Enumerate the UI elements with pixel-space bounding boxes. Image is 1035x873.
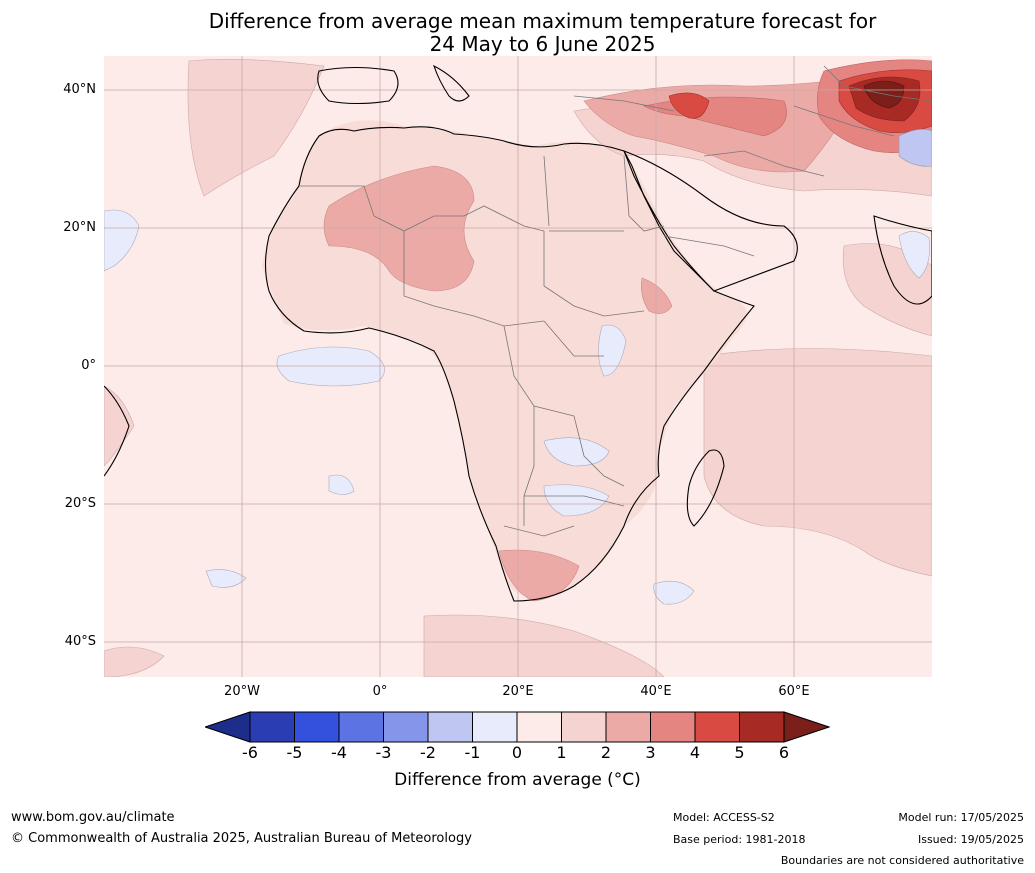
- india-coastline: [873, 215, 932, 305]
- colorbar-segment-minus3-minus2: [383, 711, 429, 743]
- chart-title-line-1: Difference from average mean maximum tem…: [208, 9, 877, 33]
- anomaly-1-2-north-atlantic: [187, 59, 325, 197]
- colorbar-tick: 5: [734, 743, 745, 762]
- colorbar: [205, 711, 830, 743]
- lon-label-60E: 60°E: [778, 684, 810, 699]
- anomaly-gt6-central-asia: [863, 80, 905, 109]
- lat-label-0: 0°: [81, 358, 96, 373]
- colorbar-tick: 6: [778, 743, 790, 762]
- anomaly-minus1-0-south-indian: [653, 580, 695, 605]
- colorbar-tick: -2: [420, 743, 436, 762]
- colorbar-segment-minus4-minus3: [338, 711, 384, 743]
- lon-label-40E: 40°E: [640, 684, 672, 699]
- lon-label-20E: 20°E: [502, 684, 534, 699]
- anomaly-minus1-0-south-atlantic: [328, 474, 355, 495]
- colorbar-segment-3-4: [650, 711, 696, 743]
- colorbar-segment-5-6: [739, 711, 785, 743]
- iberia-coastline: [317, 66, 399, 105]
- colorbar-segment-4-5: [694, 711, 740, 743]
- colorbar-tick: -5: [286, 743, 303, 762]
- footer-model-run: Model run: 17/05/2025: [898, 811, 1024, 824]
- coastlines: [104, 64, 932, 602]
- colorbar-tick: 3: [645, 743, 656, 762]
- colorbar-tick: -4: [331, 743, 347, 762]
- west-atlantic-coast: [104, 385, 130, 477]
- colorbar-tick: 4: [689, 743, 701, 762]
- colorbar-segment-2-3: [605, 711, 651, 743]
- anomaly-minus1-0-tibet: [898, 129, 932, 167]
- anomaly-1-2-southern-ocean: [423, 614, 665, 677]
- lat-label-40N: 40°N: [63, 82, 96, 97]
- colorbar-tick: -6: [242, 743, 258, 762]
- graticule: [104, 56, 932, 677]
- arabia-coastline: [623, 150, 798, 292]
- colorbar-segment-1-2: [561, 711, 607, 743]
- colorbar-segment-minus5-minus4: [294, 711, 340, 743]
- colorbar-segment-minus2-minus1: [427, 711, 473, 743]
- colorbar-tick: 0: [511, 743, 523, 762]
- anomaly-minus1-0-north-atlantic-west: [104, 209, 140, 272]
- footer-website: www.bom.gov.au/climate: [11, 810, 175, 825]
- africa-coastline: [264, 126, 755, 602]
- colorbar-label: Difference from average (°C): [394, 770, 641, 790]
- map-panel: [104, 56, 932, 677]
- anomaly-1-2-indian-ocean: [703, 348, 932, 577]
- lon-label-0: 0°: [372, 684, 388, 699]
- anomaly-minus1-0-gulf-of-guinea: [276, 346, 385, 387]
- footer-base-period: Base period: 1981-2018: [673, 833, 806, 846]
- colorbar-segment-0-1: [516, 711, 562, 743]
- footer-disclaimer: Boundaries are not considered authoritat…: [780, 854, 1024, 867]
- lon-label-20W: 20°W: [224, 684, 260, 699]
- footer-model: Model: ACCESS-S2: [673, 811, 775, 824]
- anomaly-2-3-south-africa: [498, 549, 580, 602]
- colorbar-tick: 1: [556, 743, 567, 762]
- anomaly-1-2-southwest: [104, 646, 165, 677]
- colorbar-segment-lt-6: [205, 711, 251, 743]
- anomaly-minus1-0-southern-africa: [543, 437, 610, 467]
- colorbar-tick: -3: [375, 743, 392, 762]
- lat-label-20S: 20°S: [64, 496, 96, 511]
- colorbar-segment-minus1-0: [472, 711, 518, 743]
- footer-issued: Issued: 19/05/2025: [917, 833, 1024, 846]
- anomaly-1-2-south-atlantic: [104, 385, 135, 467]
- anomaly-minus1-0-lake-victoria: [598, 324, 627, 377]
- anomaly-4-5-turkey: [668, 92, 710, 119]
- lat-label-20N: 20°N: [63, 220, 96, 235]
- anomaly-2-3-horn: [641, 277, 673, 314]
- footer-copyright: © Commonwealth of Australia 2025, Austra…: [11, 831, 472, 846]
- italy-coastline: [433, 64, 470, 102]
- colorbar-segment-minus6-minus5: [249, 711, 295, 743]
- temperature-anomaly-map: [104, 56, 932, 677]
- lat-label-40S: 40°S: [64, 634, 96, 649]
- chart-title-line-2: 24 May to 6 June 2025: [429, 32, 656, 56]
- colorbar-tick: -1: [464, 743, 481, 762]
- colorbar-segment-gt-6: [783, 711, 830, 743]
- anomaly-minus1-0-southwest-atlantic: [205, 569, 247, 588]
- madagascar-coastline: [686, 449, 725, 527]
- country-boundaries: [299, 65, 932, 537]
- anomaly-minus1-0-india: [898, 231, 930, 279]
- colorbar-tick: 2: [600, 743, 612, 762]
